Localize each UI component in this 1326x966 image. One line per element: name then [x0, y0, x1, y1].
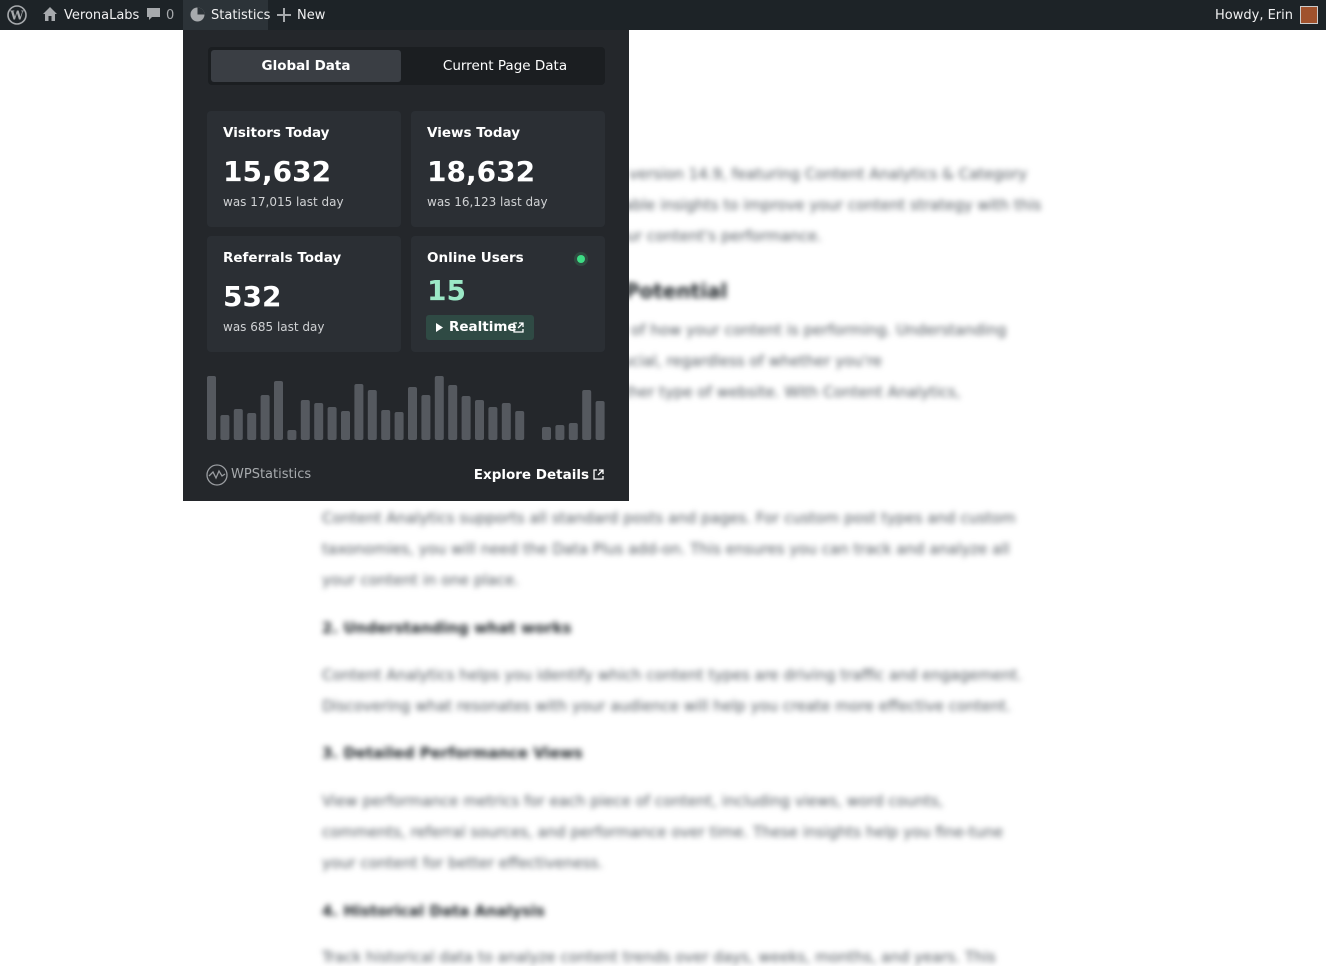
card-previous: was 17,015 last day [223, 195, 344, 209]
spark-bar [582, 390, 592, 440]
stat-card: Referrals Today 532 was 685 last day [207, 236, 401, 352]
brand-name: WPStatistics [231, 467, 312, 482]
realtime-label[interactable]: Realtime [449, 319, 517, 335]
spark-bar [568, 423, 578, 440]
article-line: your content for better effectiveness. [322, 854, 604, 872]
spark-bar [233, 409, 243, 440]
tab-group: Global Data Current Page Data [208, 47, 605, 85]
spark-bar [354, 384, 364, 440]
spark-bar [247, 413, 257, 440]
stats-dropdown: Global Data Current Page Data Visitors T… [183, 30, 629, 501]
comment-count[interactable]: 0 [166, 8, 175, 23]
spark-bar [314, 403, 324, 440]
online-value: 15 [427, 274, 466, 307]
new-menu[interactable]: New [297, 8, 326, 23]
avatar[interactable] [1300, 6, 1318, 24]
card-previous: was 16,123 last day [427, 195, 548, 209]
admin-bar: W VeronaLabs 0 Statistics New Howdy, Eri… [0, 0, 1326, 30]
spark-bar [488, 407, 498, 440]
article-heading: 2. Understanding what works [322, 619, 572, 637]
explore-link[interactable]: Explore Details [473, 467, 589, 483]
online-card: Online Users 15 Realtime [411, 236, 605, 352]
plus-icon [277, 8, 291, 22]
stat-card: Views Today 18,632 was 16,123 last day [411, 111, 605, 227]
spark-bar [287, 430, 297, 440]
online-dot [577, 255, 585, 263]
card-title: Referrals Today [223, 250, 342, 266]
article-heading: 4. Historical Data Analysis [322, 902, 545, 920]
article-line: your content in one place. [322, 571, 519, 589]
card-previous: was 685 last day [223, 320, 325, 334]
spark-bar [274, 381, 283, 440]
greeting[interactable]: Howdy, Erin [1215, 8, 1293, 23]
sparkline [207, 376, 605, 440]
spark-bar [461, 396, 471, 440]
wp-logo[interactable]: W [7, 5, 27, 25]
spark-bar [448, 385, 458, 440]
stat-card: Visitors Today 15,632 was 17,015 last da… [207, 111, 401, 227]
realtime-button[interactable]: Realtime [426, 315, 534, 340]
spark-bar [367, 390, 377, 440]
tab[interactable]: Current Page Data [442, 58, 568, 74]
spark-bar [220, 415, 230, 440]
article-line: taxonomies, you will need the Data Plus … [322, 540, 1010, 558]
comment-icon [147, 8, 160, 20]
spark-bar [501, 403, 511, 440]
spark-bar [394, 412, 404, 440]
spark-bar [421, 395, 431, 440]
spark-bar [515, 411, 525, 440]
site-name[interactable]: VeronaLabs [64, 8, 140, 23]
card-title: Visitors Today [223, 125, 330, 141]
spark-bar [475, 400, 484, 440]
article-line: comments, referral sources, and performa… [322, 823, 1004, 841]
spark-bar [408, 387, 417, 440]
card-value: 18,632 [427, 155, 536, 188]
card-value: 15,632 [223, 155, 332, 188]
article-line: Content Analytics supports all standard … [322, 509, 1016, 527]
spark-bar [595, 401, 605, 440]
spark-bar [434, 376, 444, 440]
play-icon [436, 323, 443, 332]
card-title: Online Users [427, 250, 524, 266]
spark-bar [300, 400, 310, 440]
external-icon [513, 322, 524, 333]
article-line: Track historical data to analyze content… [322, 948, 996, 966]
article-heading: 3. Detailed Performance Views [322, 744, 583, 762]
external-icon [593, 469, 604, 480]
article-line: View performance metrics for each piece … [322, 792, 944, 810]
spark-bar [555, 425, 565, 440]
spark-bar [327, 407, 337, 440]
svg-text:W: W [9, 9, 24, 23]
spark-bar [341, 411, 350, 440]
spark-bar [260, 395, 270, 440]
spark-bar [381, 410, 391, 440]
home-icon [43, 7, 57, 21]
stats-menu[interactable]: Statistics [211, 8, 271, 23]
spark-bar [542, 427, 551, 440]
article-line: Discovering what resonates with your aud… [322, 697, 1011, 715]
pie-icon [190, 7, 205, 22]
article-line: Content Analytics helps you identify whi… [322, 666, 1023, 684]
brand-logo [206, 464, 228, 486]
spark-bar [207, 376, 216, 440]
tab-active[interactable]: Global Data [211, 50, 401, 82]
card-value: 532 [223, 280, 282, 313]
card-title: Views Today [427, 125, 521, 141]
